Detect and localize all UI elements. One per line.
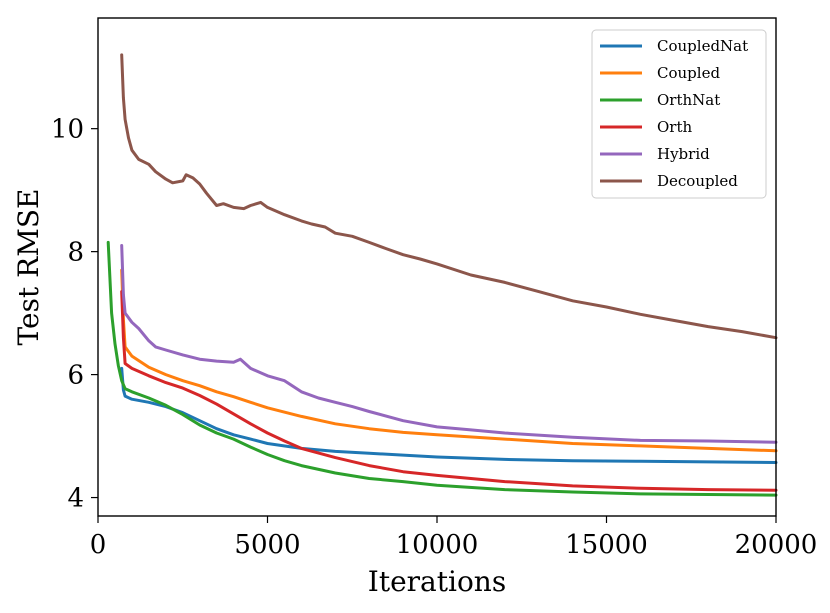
legend-label-coupled: Coupled <box>657 64 720 82</box>
series-line-orth <box>120 290 778 492</box>
y-axis: 4 6 8 10 <box>51 115 98 514</box>
series-layer <box>106 53 778 497</box>
legend-label-orth: Orth <box>657 118 692 136</box>
x-axis: 0 5000 10000 15000 20000 <box>90 516 818 560</box>
series-line-decoupled <box>120 53 778 340</box>
x-tick-label: 15000 <box>565 530 648 560</box>
series-line-orthnat <box>106 240 778 497</box>
series-line-hybrid <box>120 244 778 444</box>
legend-label-decoupled: Decoupled <box>657 172 738 190</box>
series-line-couplednat <box>120 366 778 464</box>
x-tick-label: 10000 <box>396 530 479 560</box>
x-tick-label: 0 <box>90 530 107 560</box>
y-tick-label: 8 <box>67 238 84 268</box>
x-tick-label: 20000 <box>735 530 818 560</box>
legend: CoupledNat Coupled OrthNat Orth Hybrid Decoup… <box>591 29 767 199</box>
legend-label-orthnat: OrthNat <box>657 91 720 109</box>
legend-label-hybrid: Hybrid <box>657 145 710 163</box>
series-line-coupled <box>120 268 778 453</box>
y-tick-label: 10 <box>51 115 84 145</box>
y-axis-label: Test RMSE <box>12 189 45 346</box>
x-axis-label: Iterations <box>368 565 506 598</box>
x-tick-label: 5000 <box>234 530 300 560</box>
y-tick-label: 4 <box>67 484 84 514</box>
y-tick-label: 6 <box>67 361 84 391</box>
legend-label-couplednat: CoupledNat <box>657 37 748 55</box>
